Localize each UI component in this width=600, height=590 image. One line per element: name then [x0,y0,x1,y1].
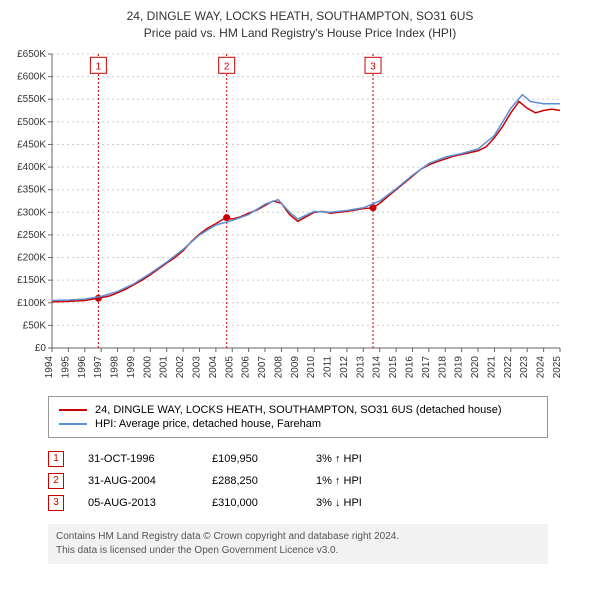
svg-text:2025: 2025 [552,355,563,378]
svg-text:2022: 2022 [503,355,514,378]
svg-text:1998: 1998 [110,355,121,378]
marker-row: 2 31-AUG-2004 £288,250 1% ↑ HPI [48,470,548,492]
svg-text:£550K: £550K [17,94,46,105]
svg-text:2016: 2016 [405,355,416,378]
svg-text:2006: 2006 [241,355,252,378]
legend-swatch [59,423,87,425]
svg-text:2001: 2001 [159,355,170,378]
svg-text:£350K: £350K [17,184,46,195]
marker-row: 3 05-AUG-2013 £310,000 3% ↓ HPI [48,492,548,514]
svg-text:2015: 2015 [388,355,399,378]
marker-table: 1 31-OCT-1996 £109,950 3% ↑ HPI 2 31-AUG-2004… [48,448,548,514]
legend-swatch [59,409,87,411]
svg-text:£400K: £400K [17,162,46,173]
svg-text:2014: 2014 [372,355,383,378]
svg-text:2017: 2017 [421,355,432,378]
svg-text:1994: 1994 [44,355,55,378]
svg-text:2002: 2002 [175,355,186,378]
svg-text:1999: 1999 [126,355,137,378]
svg-text:1996: 1996 [77,355,88,378]
svg-text:£0: £0 [35,343,47,354]
legend-label: HPI: Average price, detached house, Fare… [95,418,321,430]
legend-item: 24, DINGLE WAY, LOCKS HEATH, SOUTHAMPTON… [59,403,537,417]
svg-text:2020: 2020 [470,355,481,378]
marker-date: 31-AUG-2004 [88,475,188,487]
marker-badge: 2 [48,473,64,489]
title-address: 24, DINGLE WAY, LOCKS HEATH, SOUTHAMPTON… [8,8,592,25]
svg-text:2003: 2003 [191,355,202,378]
title-subtitle: Price paid vs. HM Land Registry's House … [8,25,592,42]
svg-text:1995: 1995 [60,355,71,378]
svg-text:£500K: £500K [17,116,46,127]
svg-text:2004: 2004 [208,355,219,378]
svg-text:2024: 2024 [536,355,547,378]
svg-text:2013: 2013 [355,355,366,378]
svg-text:2012: 2012 [339,355,350,378]
svg-text:£100K: £100K [17,297,46,308]
svg-text:1997: 1997 [93,355,104,378]
svg-text:1: 1 [96,61,102,72]
attribution-line: Contains HM Land Registry data © Crown c… [56,530,540,544]
attribution: Contains HM Land Registry data © Crown c… [48,524,548,564]
svg-text:£600K: £600K [17,71,46,82]
marker-price: £109,950 [212,453,292,465]
marker-badge: 1 [48,451,64,467]
marker-price: £288,250 [212,475,292,487]
marker-delta: 3% ↓ HPI [316,497,362,509]
chart-svg: £0 £50K £100K £150K £200K £250K £300K £350K £400… [8,48,568,388]
svg-text:£300K: £300K [17,207,46,218]
svg-text:2000: 2000 [142,355,153,378]
svg-text:2009: 2009 [290,355,301,378]
marker-row: 1 31-OCT-1996 £109,950 3% ↑ HPI [48,448,548,470]
svg-text:2021: 2021 [486,355,497,378]
svg-text:£200K: £200K [17,252,46,263]
marker-delta: 1% ↑ HPI [316,475,362,487]
svg-text:2023: 2023 [519,355,530,378]
svg-text:£250K: £250K [17,230,46,241]
svg-text:2007: 2007 [257,355,268,378]
svg-text:£150K: £150K [17,275,46,286]
marker-date: 05-AUG-2013 [88,497,188,509]
svg-text:2019: 2019 [454,355,465,378]
legend-label: 24, DINGLE WAY, LOCKS HEATH, SOUTHAMPTON… [95,404,502,416]
svg-text:2010: 2010 [306,355,317,378]
svg-text:3: 3 [370,61,376,72]
svg-text:2018: 2018 [437,355,448,378]
svg-text:£650K: £650K [17,49,46,60]
attribution-line: This data is licensed under the Open Gov… [56,544,540,558]
svg-text:2011: 2011 [323,355,334,377]
marker-badge: 3 [48,495,64,511]
price-chart: £0 £50K £100K £150K £200K £250K £300K £350K £400… [8,48,592,388]
svg-text:2008: 2008 [273,355,284,378]
marker-date: 31-OCT-1996 [88,453,188,465]
svg-text:£50K: £50K [23,320,47,331]
legend-item: HPI: Average price, detached house, Fare… [59,417,537,431]
svg-text:£450K: £450K [17,139,46,150]
marker-delta: 3% ↑ HPI [316,453,362,465]
marker-price: £310,000 [212,497,292,509]
svg-text:2: 2 [224,61,230,72]
legend: 24, DINGLE WAY, LOCKS HEATH, SOUTHAMPTON… [48,396,548,438]
svg-text:2005: 2005 [224,355,235,378]
chart-title-block: 24, DINGLE WAY, LOCKS HEATH, SOUTHAMPTON… [8,8,592,42]
